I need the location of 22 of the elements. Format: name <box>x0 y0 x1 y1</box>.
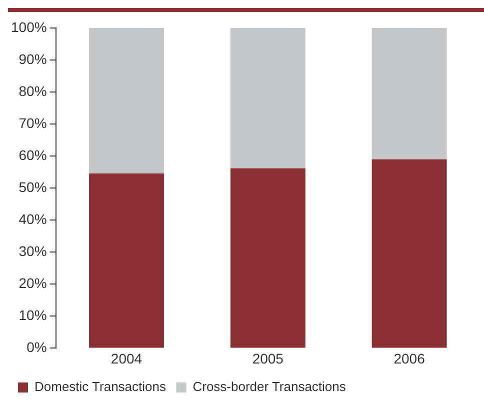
x-tick-label: 2005 <box>252 350 284 366</box>
y-tick-label: 0% <box>26 339 47 356</box>
bar <box>230 168 306 348</box>
y-tick-label: 70% <box>18 114 47 131</box>
y-tick-label: 60% <box>18 146 47 163</box>
y-tick-label: 20% <box>18 275 47 292</box>
bar <box>372 159 447 348</box>
x-tick-label: 2004 <box>110 350 142 366</box>
x-tick-label: 2006 <box>394 350 426 366</box>
bar <box>89 28 164 174</box>
y-tick-label: 30% <box>18 243 47 259</box>
y-tick-label: 50% <box>18 178 47 195</box>
bar <box>89 173 164 348</box>
y-tick-label: 40% <box>18 210 47 227</box>
y-tick-label: 10% <box>18 307 47 324</box>
legend-label: Domestic Transactions <box>34 379 166 394</box>
bar <box>230 28 306 168</box>
y-tick-label: 90% <box>18 50 47 67</box>
bar <box>372 28 447 160</box>
y-tick-label: 80% <box>18 82 47 99</box>
y-tick-label: 100% <box>10 18 47 35</box>
legend-label: Cross-border Transactions <box>192 379 346 394</box>
